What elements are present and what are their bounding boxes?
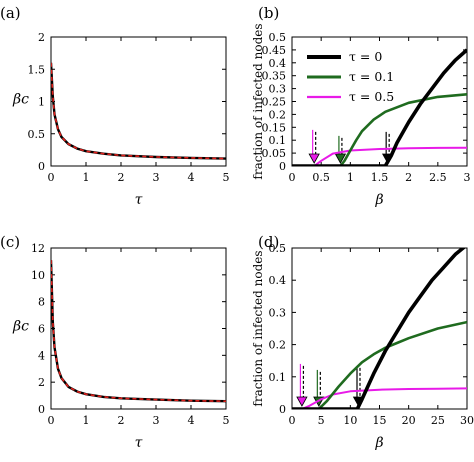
y-tick-label: 0.5 [28,128,46,141]
x-tick-label: 2 [405,171,412,184]
y-tick-label: 0.4 [269,57,287,70]
y-tick-label: 0.15 [262,121,287,134]
x-tick-label: 20 [402,414,416,427]
y-tick-label: 0.1 [269,371,287,384]
y-tick-label: 2 [38,376,45,389]
y-tick-label: 0 [279,160,286,173]
panel-label: (a) [0,4,21,22]
axes-frame [50,36,227,167]
y-tick-label: 8 [38,296,45,309]
series-line-red-dashed [51,260,226,402]
x-tick-label: 1 [347,171,354,184]
x-tick-label: 1.5 [371,171,389,184]
threshold-marker [308,153,320,164]
series-line-black [51,260,226,403]
y-tick-label: 0.5 [269,31,287,44]
y-tick-label: 0.5 [269,242,287,255]
x-axis-label: β [374,192,383,208]
x-tick-label: 3 [153,171,160,184]
y-tick-label: 1 [38,96,45,109]
series-line-black [51,62,226,160]
x-tick-label: 5 [223,414,230,427]
y-tick-label: 12 [31,242,45,255]
x-tick-label: 0 [48,414,55,427]
x-tick-label: 0.5 [312,171,330,184]
series-line [292,93,467,166]
y-axis-label: βc [12,92,29,108]
y-tick-label: 0.45 [262,44,287,57]
x-tick-label: 30 [460,414,474,427]
x-tick-label: 5 [223,171,230,184]
x-tick-label: 0 [48,171,55,184]
x-tick-label: 2 [118,414,125,427]
x-tick-label: 0 [289,171,296,184]
x-tick-label: 4 [188,414,195,427]
panel-label: (c) [0,233,20,251]
y-tick-label: 0.1 [269,134,287,147]
y-tick-label: 0.05 [262,147,287,160]
y-axis-label: βc [12,319,29,335]
y-tick-label: 6 [38,323,45,336]
y-tick-label: 0.2 [269,108,287,121]
x-axis-label: β [374,435,383,451]
panel-label: (d) [258,233,279,251]
panel-label: (b) [258,4,279,22]
y-tick-label: 2 [38,31,45,44]
legend-label: τ = 0 [349,49,382,64]
x-tick-label: 2 [118,171,125,184]
x-tick-label: 1 [83,414,90,427]
x-tick-label: 2.5 [429,171,447,184]
y-tick-label: 0 [38,160,45,173]
y-tick-label: 4 [38,349,45,362]
y-axis-label: fraction of infected nodes [251,250,265,406]
x-tick-label: 25 [431,414,445,427]
y-tick-label: 10 [31,269,45,282]
x-tick-label: 0 [289,414,296,427]
y-tick-label: 0 [38,403,45,416]
series-line [292,48,467,166]
axes-frame [50,247,227,410]
x-tick-label: 10 [343,414,357,427]
y-tick-label: 0 [279,403,286,416]
series-line-red-dashed [51,62,226,160]
x-tick-label: 3 [464,171,471,184]
y-tick-label: 0.35 [262,70,287,83]
y-axis-label: fraction of infected nodes [251,23,265,179]
y-tick-label: 0.3 [269,306,287,319]
x-axis-label: τ [135,435,143,451]
y-tick-label: 1.5 [28,63,46,76]
x-tick-label: 1 [83,171,90,184]
threshold-marker [334,153,347,164]
y-tick-label: 0.3 [269,83,287,96]
y-tick-label: 0.2 [269,339,287,352]
x-axis-label: τ [135,192,143,208]
y-tick-label: 0.4 [269,274,287,287]
x-tick-label: 5 [318,414,325,427]
series-line [292,248,466,409]
y-tick-label: 0.25 [262,96,287,109]
threshold-marker [296,396,308,407]
x-tick-label: 4 [188,171,195,184]
x-tick-label: 3 [153,414,160,427]
x-tick-label: 15 [373,414,387,427]
series-line [292,320,467,409]
legend-label: τ = 0.1 [349,69,394,84]
legend-label: τ = 0.5 [349,89,394,104]
